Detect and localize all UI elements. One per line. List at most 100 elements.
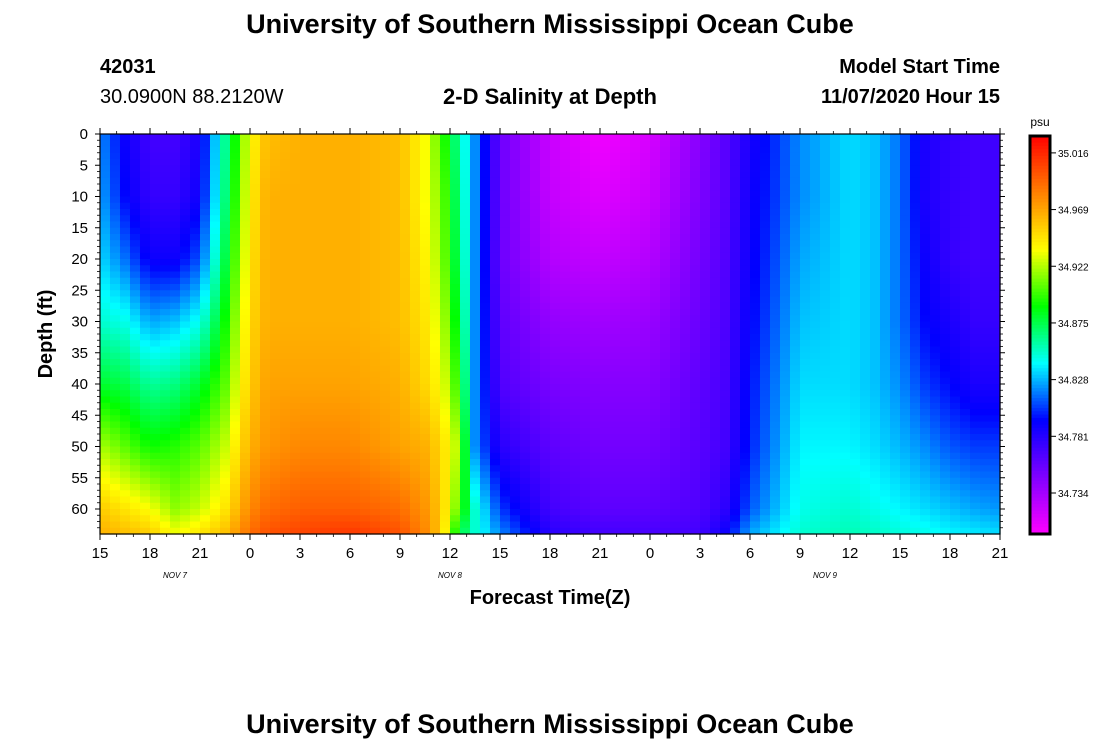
heatmap-cell: [520, 177, 531, 185]
heatmap-cell: [870, 240, 881, 248]
heatmap-cell: [110, 234, 121, 241]
heatmap-cell: [340, 315, 351, 323]
heatmap-cell: [600, 502, 611, 510]
heatmap-cell: [300, 309, 311, 316]
heatmap-cell: [640, 427, 651, 435]
heatmap-cell: [530, 465, 541, 473]
heatmap-cell: [640, 402, 651, 410]
heatmap-cell: [200, 496, 211, 504]
heatmap-cell: [530, 496, 541, 504]
heatmap-cell: [390, 377, 401, 385]
heatmap-cell: [670, 452, 681, 460]
heatmap-cell: [820, 165, 831, 173]
heatmap-cell: [100, 402, 111, 410]
heatmap-cell: [870, 271, 881, 279]
heatmap-cell: [460, 165, 471, 173]
heatmap-cell: [140, 527, 151, 535]
heatmap-cell: [710, 359, 721, 366]
heatmap-cell: [360, 290, 371, 298]
heatmap-cell: [810, 227, 821, 235]
heatmap-cell: [830, 159, 841, 166]
heatmap-cell: [310, 377, 321, 385]
heatmap-cell: [600, 171, 611, 179]
heatmap-cell: [150, 215, 161, 223]
heatmap-cell: [450, 240, 461, 248]
heatmap-cell: [270, 246, 281, 254]
heatmap-cell: [660, 452, 671, 460]
heatmap-cell: [230, 309, 241, 316]
heatmap-cell: [600, 365, 611, 373]
heatmap-cell: [840, 277, 851, 285]
heatmap-cell: [140, 359, 151, 366]
heatmap-cell: [850, 334, 861, 341]
heatmap-cell: [150, 446, 161, 454]
heatmap-cell: [370, 265, 381, 273]
heatmap-cell: [270, 140, 281, 148]
heatmap-cell: [780, 315, 791, 323]
heatmap-cell: [430, 390, 441, 398]
heatmap-cell: [110, 240, 121, 248]
heatmap-cell: [190, 334, 201, 341]
heatmap-cell: [500, 171, 511, 179]
heatmap-cell: [550, 484, 561, 491]
heatmap-cell: [580, 509, 591, 516]
heatmap-cell: [770, 471, 781, 479]
heatmap-cell: [310, 527, 321, 535]
heatmap-cell: [410, 346, 421, 354]
heatmap-cell: [810, 509, 821, 516]
heatmap-cell: [610, 515, 621, 523]
heatmap-cell: [130, 527, 141, 535]
heatmap-cell: [820, 384, 831, 391]
heatmap-cell: [460, 421, 471, 429]
heatmap-cell: [190, 346, 201, 354]
heatmap-cell: [400, 340, 411, 348]
heatmap-cell: [500, 134, 511, 141]
heatmap-cell: [410, 302, 421, 310]
heatmap-cell: [230, 527, 241, 535]
heatmap-cell: [280, 396, 291, 404]
heatmap-cell: [800, 240, 811, 248]
heatmap-cell: [380, 477, 391, 485]
heatmap-cell: [110, 259, 121, 266]
heatmap-cell: [490, 434, 501, 441]
heatmap-cell: [540, 452, 551, 460]
heatmap-cell: [200, 390, 211, 398]
heatmap-cell: [430, 184, 441, 191]
heatmap-cell: [690, 184, 701, 191]
heatmap-cell: [120, 396, 131, 404]
heatmap-cell: [790, 240, 801, 248]
heatmap-cell: [120, 215, 131, 223]
heatmap-cell: [110, 296, 121, 304]
heatmap-cell: [520, 490, 531, 498]
heatmap-cell: [510, 371, 521, 379]
heatmap-cell: [180, 284, 191, 291]
heatmap-cell: [610, 271, 621, 279]
heatmap-cell: [710, 377, 721, 385]
heatmap-cell: [390, 315, 401, 323]
heatmap-cell: [720, 165, 731, 173]
heatmap-cell: [300, 352, 311, 360]
heatmap-cell: [500, 284, 511, 291]
heatmap-cell: [760, 365, 771, 373]
heatmap-cell: [320, 259, 331, 266]
heatmap-cell: [530, 484, 541, 491]
heatmap-cell: [440, 234, 451, 241]
heatmap-cell: [850, 359, 861, 366]
heatmap-cell: [550, 159, 561, 166]
heatmap-cell: [860, 509, 871, 516]
heatmap-cell: [350, 402, 361, 410]
heatmap-cell: [760, 309, 771, 316]
heatmap-cell: [310, 321, 321, 329]
heatmap-cell: [530, 352, 541, 360]
heatmap-cell: [760, 459, 771, 466]
heatmap-cell: [480, 402, 491, 410]
heatmap-cell: [330, 165, 341, 173]
heatmap-cell: [580, 502, 591, 510]
heatmap-cell: [420, 402, 431, 410]
heatmap-cell: [590, 384, 601, 391]
heatmap-cell: [110, 521, 121, 529]
heatmap-cell: [460, 259, 471, 266]
heatmap-cell: [550, 184, 561, 191]
heatmap-cell: [720, 221, 731, 229]
heatmap-cell: [640, 171, 651, 179]
